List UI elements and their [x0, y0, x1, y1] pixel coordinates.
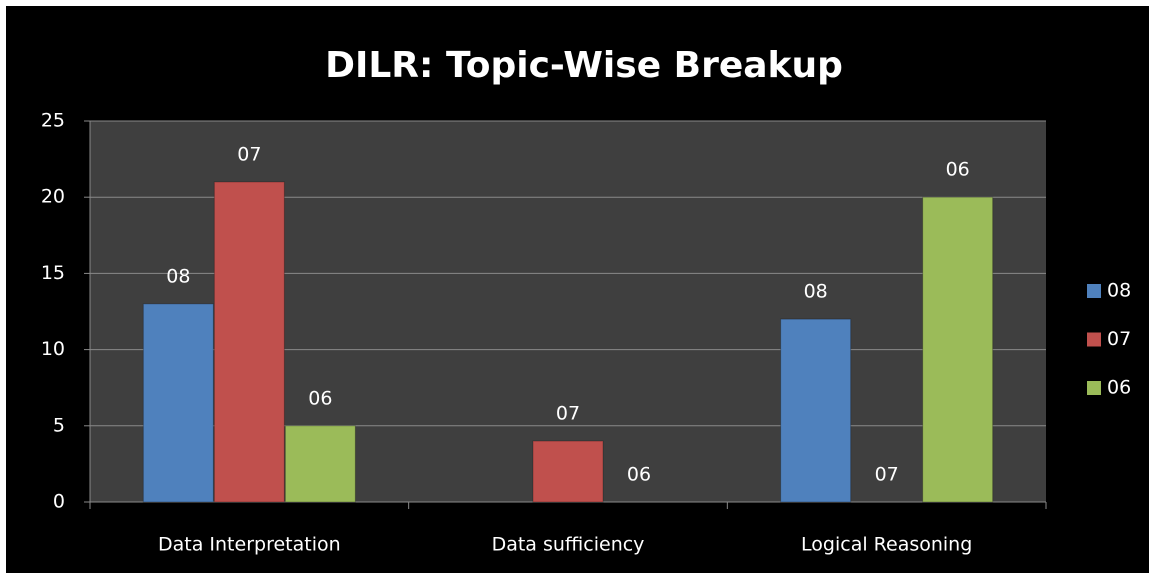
x-tick-label: Logical Reasoning: [801, 534, 972, 556]
legend-label: 07: [1107, 328, 1131, 350]
data-label: 08: [166, 265, 190, 287]
y-tick-label: 15: [41, 262, 65, 284]
chart-title: DILR: Topic-Wise Breakup: [325, 45, 843, 86]
x-tick-label: Data Interpretation: [158, 534, 341, 556]
bar: [213, 181, 285, 503]
data-label: 06: [946, 159, 970, 181]
data-label: 07: [556, 403, 580, 425]
y-tick-label: 0: [53, 491, 65, 513]
legend-swatch: [1087, 284, 1101, 298]
bar: [532, 440, 604, 503]
bar: [780, 318, 852, 503]
bar: [142, 303, 214, 503]
bar: [922, 196, 994, 503]
y-tick-label: 25: [41, 110, 65, 132]
y-tick-label: 10: [41, 338, 65, 360]
bar: [284, 425, 356, 503]
data-label: 08: [804, 281, 828, 303]
legend-label: 08: [1107, 280, 1131, 302]
data-label: 06: [627, 464, 651, 486]
legend-swatch: [1087, 332, 1101, 347]
legend-swatch: [1087, 381, 1101, 395]
y-tick-label: 5: [53, 414, 65, 436]
data-label: 07: [875, 464, 899, 486]
legend-label: 06: [1107, 377, 1131, 399]
data-label: 07: [237, 143, 261, 165]
x-tick-label: Data sufficiency: [492, 534, 645, 556]
y-tick-label: 20: [41, 186, 65, 208]
data-label: 06: [308, 387, 332, 409]
